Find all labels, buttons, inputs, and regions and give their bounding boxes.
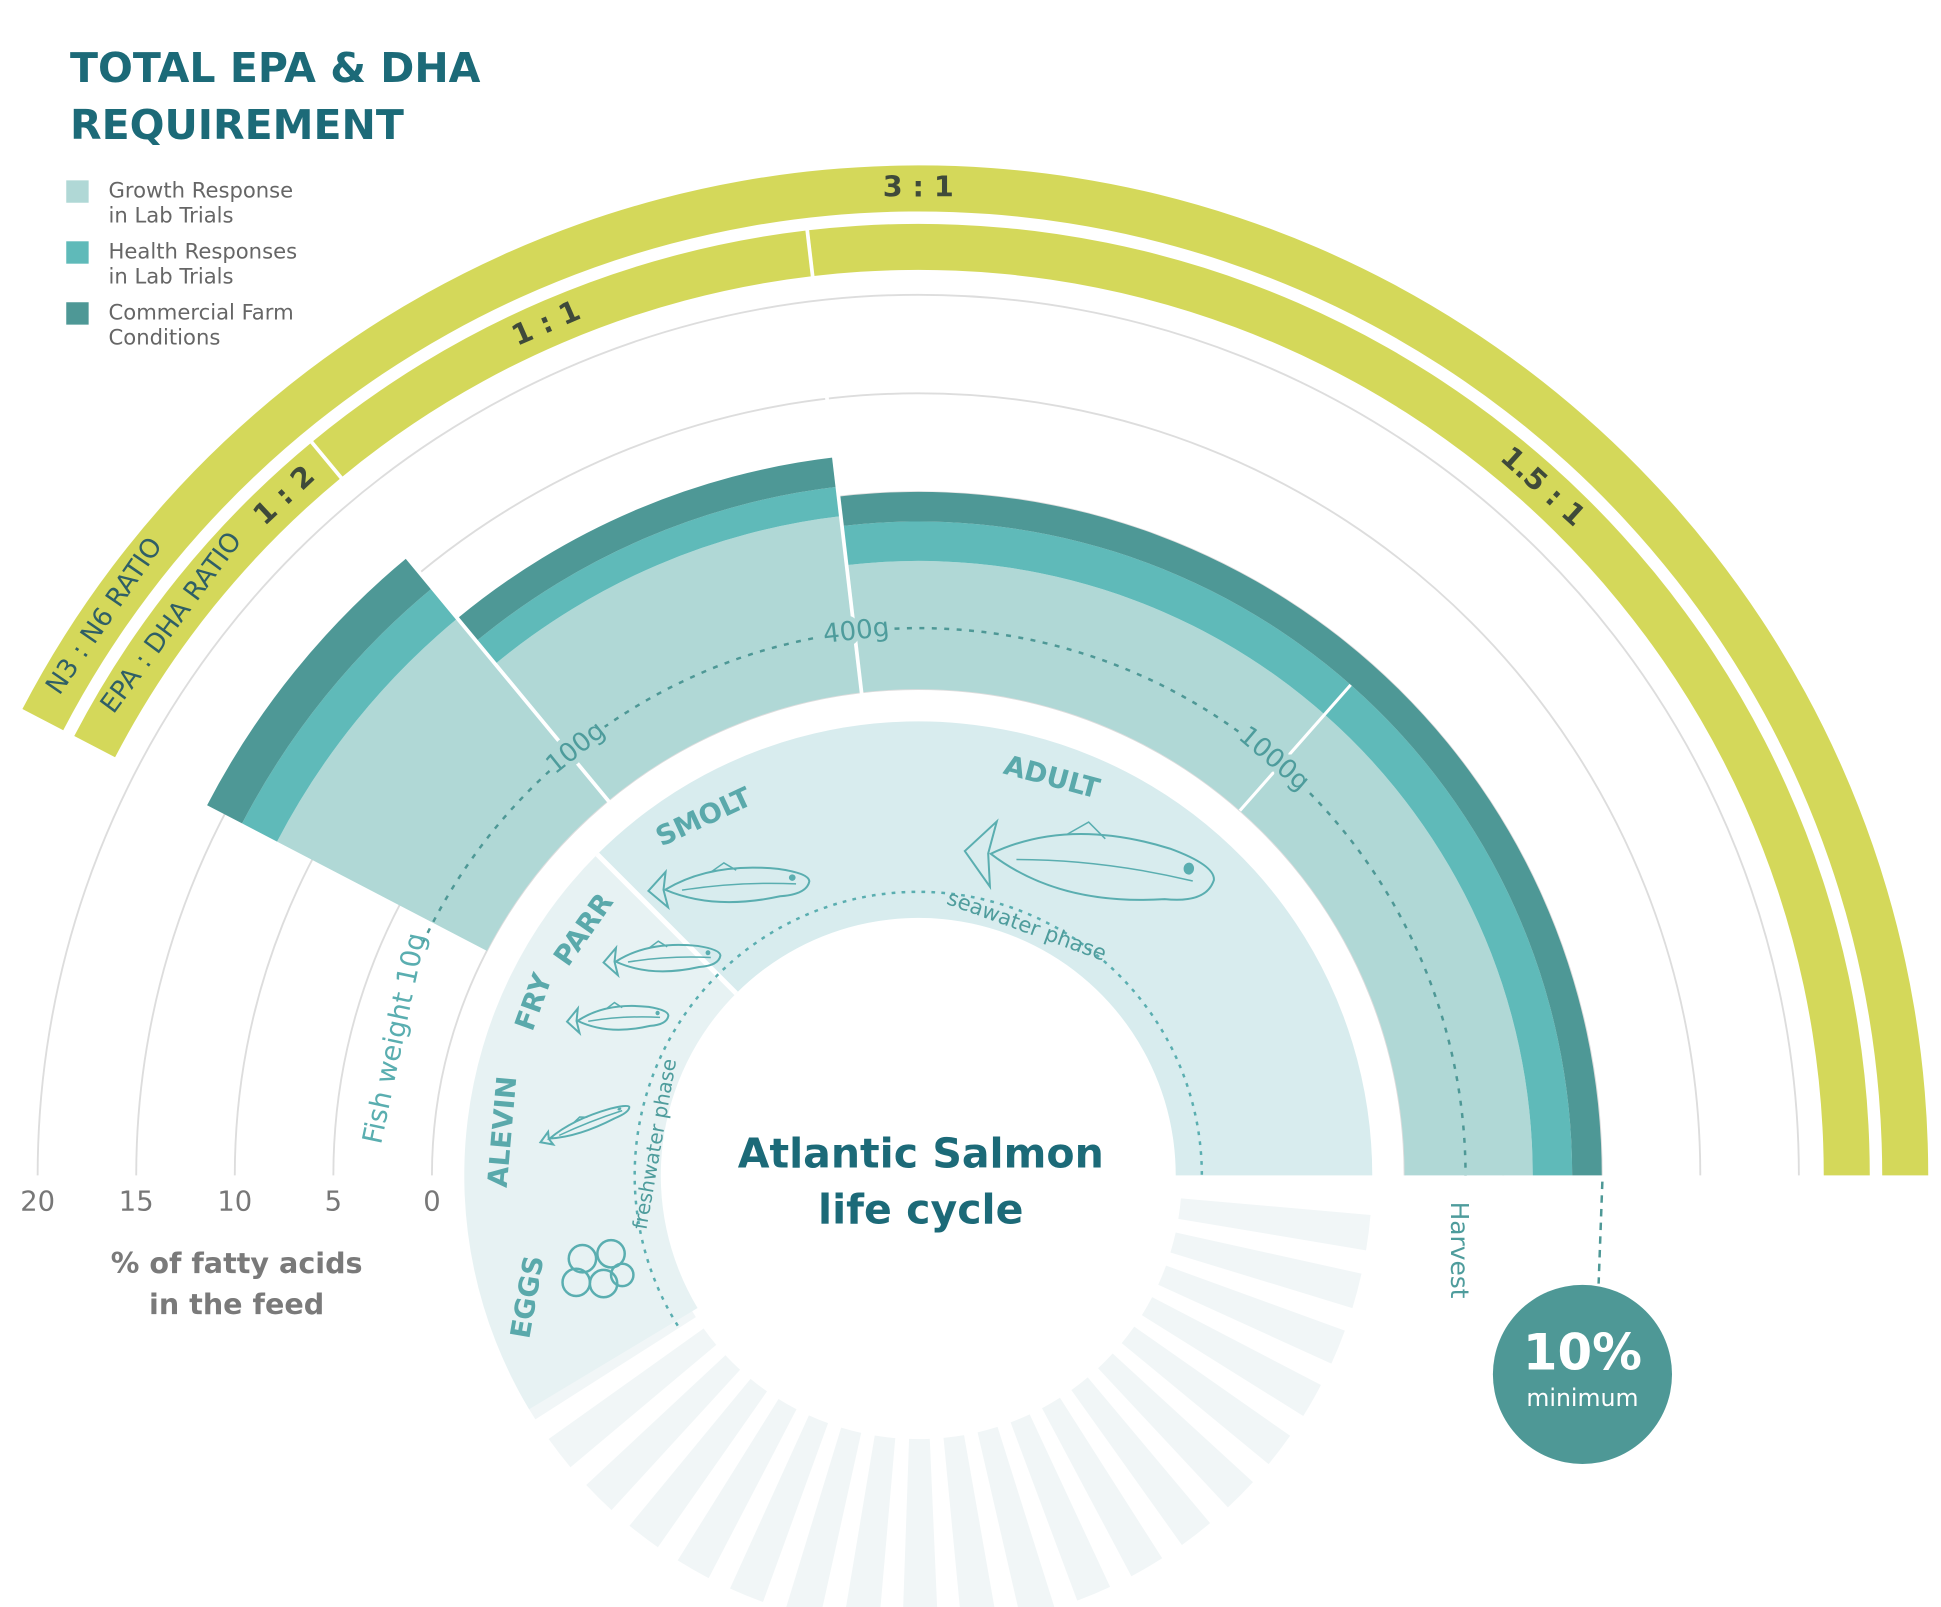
faint-stripe <box>846 1435 896 1607</box>
legend-label: Health Responses <box>109 238 298 263</box>
faint-stripe <box>586 1355 741 1511</box>
requirement-band <box>207 557 433 824</box>
background-layer <box>22 165 1929 1607</box>
minimum-value: 10% <box>1523 1323 1642 1381</box>
axis-tick-label: 10 <box>217 1186 252 1217</box>
requirement-band <box>457 457 838 642</box>
faint-stripe <box>548 1328 717 1468</box>
seawater-area <box>597 721 1373 1176</box>
faint-stripe <box>1170 1232 1362 1309</box>
faint-stripe <box>786 1427 862 1607</box>
center-title: Atlantic Salmon <box>738 1130 1104 1178</box>
requirement-band <box>495 516 862 801</box>
band-divider <box>308 439 345 481</box>
eggs-icon <box>561 1238 635 1299</box>
faint-stripe <box>629 1378 768 1548</box>
faint-stripe <box>1098 1353 1253 1508</box>
band-divider <box>805 227 815 279</box>
faint-stripe <box>1042 1397 1163 1577</box>
axis-label: % of fatty acids <box>111 1246 363 1280</box>
ratio-value: 3 : 1 <box>883 169 954 203</box>
phase-divider <box>595 852 738 996</box>
legend-label: Growth Response <box>109 178 294 203</box>
legend-label: in Lab Trials <box>109 263 234 288</box>
requirement-band <box>242 588 458 842</box>
legend-label: Commercial Farm <box>109 299 294 324</box>
legend-swatch <box>66 302 89 325</box>
stage-icons <box>536 810 1218 1299</box>
requirement-band <box>846 560 1533 1176</box>
weight-axis-label: Fish weight 10g <box>357 930 432 1147</box>
faint-stripe <box>977 1426 1055 1607</box>
faint-stripe <box>1178 1198 1371 1251</box>
faint-stripe <box>1071 1377 1211 1545</box>
freshwater-area <box>464 854 737 1410</box>
minimum-badge <box>1492 1284 1673 1464</box>
faint-stripe <box>1121 1326 1291 1465</box>
faint-stripe <box>903 1438 938 1607</box>
grid-arc <box>36 293 1800 1176</box>
faint-stripe <box>943 1435 995 1607</box>
axis-tick-label: 20 <box>20 1186 55 1217</box>
legend-label: in Lab Trials <box>109 202 234 227</box>
legend-swatch <box>66 241 89 264</box>
faint-stripe <box>729 1415 829 1603</box>
weight-arc <box>421 626 1467 1176</box>
epa-dha-band <box>74 442 342 758</box>
faint-stripe <box>1010 1414 1111 1601</box>
center-title: life cycle <box>818 1186 1023 1234</box>
axis-tick-label: 15 <box>119 1186 154 1217</box>
title: REQUIREMENT <box>70 101 404 149</box>
axis-label: in the feed <box>149 1287 324 1321</box>
axis-tick-label: 0 <box>423 1186 440 1217</box>
epa-dha-band <box>311 230 813 478</box>
segment-divider <box>402 552 613 806</box>
segment-divider <box>1238 683 1352 812</box>
requirement-band <box>476 486 841 664</box>
axis-tick-label: 5 <box>325 1186 342 1217</box>
harvest-label: Harvest <box>1445 1202 1474 1299</box>
title: TOTAL EPA & DHA <box>70 44 481 92</box>
legend-swatch <box>66 180 89 203</box>
minimum-label: minimum <box>1526 1384 1638 1412</box>
segment-divider <box>822 373 864 698</box>
legend-label: Conditions <box>109 324 221 349</box>
faint-stripe <box>1158 1265 1345 1364</box>
faint-stripe <box>1141 1297 1321 1416</box>
harvest-connector <box>1597 1181 1604 1284</box>
faint-stripe <box>677 1399 797 1579</box>
